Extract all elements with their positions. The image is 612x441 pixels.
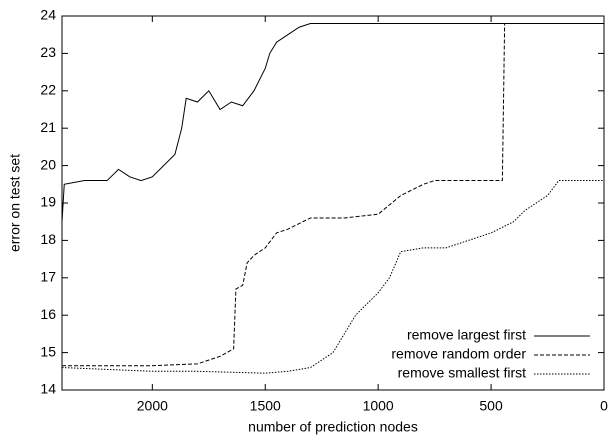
- y-tick-label: 23: [40, 44, 56, 60]
- y-tick-label: 14: [40, 381, 56, 397]
- y-tick-label: 16: [40, 306, 56, 322]
- x-tick-label: 0: [600, 398, 608, 414]
- x-tick-label: 500: [479, 398, 503, 414]
- y-tick-label: 15: [40, 343, 56, 359]
- x-tick-label: 1500: [250, 398, 281, 414]
- y-tick-label: 18: [40, 231, 56, 247]
- y-tick-label: 19: [40, 194, 56, 210]
- y-tick-label: 20: [40, 156, 56, 172]
- y-axis-label: error on test set: [7, 154, 23, 252]
- y-tick-label: 22: [40, 82, 56, 98]
- line-series: [61, 22, 604, 222]
- legend-label: remove largest first: [407, 327, 526, 343]
- y-tick-label: 21: [40, 119, 56, 135]
- legend-label: remove random order: [391, 346, 526, 362]
- x-axis-label: number of prediction nodes: [248, 419, 418, 435]
- line-series: [61, 180, 604, 374]
- line-series: [62, 22, 604, 367]
- y-tick-label: 24: [40, 7, 56, 23]
- x-tick-label: 1000: [363, 398, 394, 414]
- x-tick-label: 2000: [137, 398, 168, 414]
- y-tick-label: 17: [40, 269, 56, 285]
- legend-label: remove smallest first: [398, 365, 526, 381]
